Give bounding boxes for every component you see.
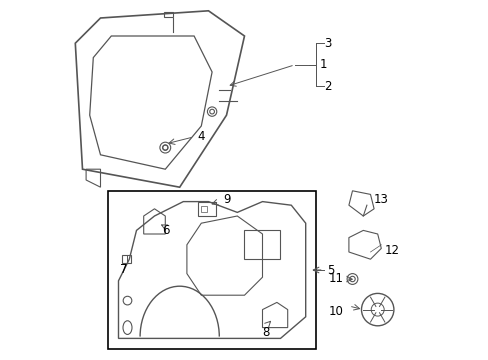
Bar bbox=[122, 255, 131, 263]
Text: 3: 3 bbox=[323, 37, 330, 50]
Bar bbox=[201, 206, 206, 212]
Text: 12: 12 bbox=[384, 244, 399, 257]
Text: 2: 2 bbox=[323, 80, 330, 93]
Text: 10: 10 bbox=[328, 305, 343, 318]
Text: 6: 6 bbox=[162, 224, 169, 237]
Bar bbox=[107, 191, 316, 349]
Text: 5: 5 bbox=[326, 264, 334, 276]
Text: 1: 1 bbox=[320, 58, 327, 71]
Text: 8: 8 bbox=[262, 326, 269, 339]
Bar bbox=[164, 12, 173, 17]
Text: 7: 7 bbox=[120, 263, 127, 276]
Text: 9: 9 bbox=[223, 193, 230, 206]
Text: 13: 13 bbox=[373, 193, 388, 206]
Text: 11: 11 bbox=[328, 273, 343, 285]
Bar bbox=[244, 230, 280, 259]
Text: 4: 4 bbox=[197, 130, 205, 143]
